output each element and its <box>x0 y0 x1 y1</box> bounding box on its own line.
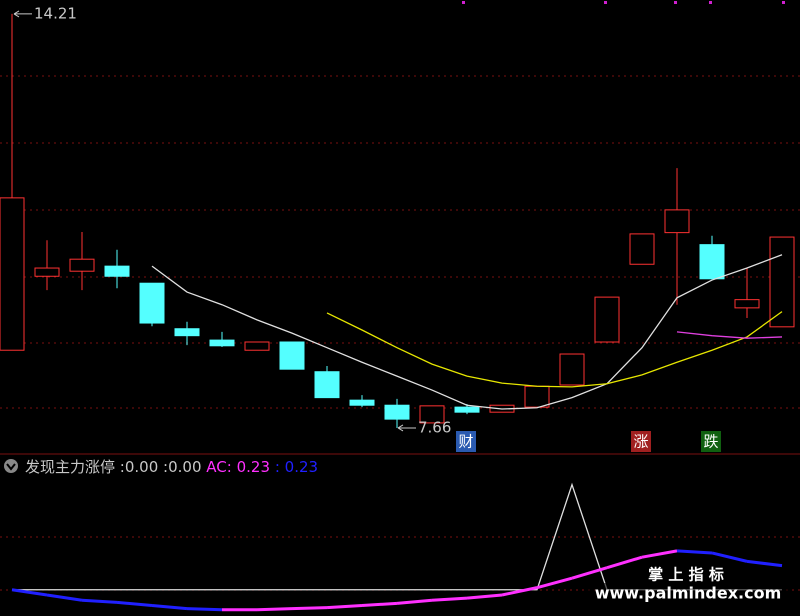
candle-body <box>594 296 620 343</box>
ac-segment <box>606 555 643 570</box>
candle-body <box>629 233 655 265</box>
ac-segment <box>361 601 398 607</box>
signal-text: 涨 <box>633 433 648 451</box>
moving-average <box>676 331 783 339</box>
moving-average <box>326 311 783 388</box>
ac-segment <box>396 598 433 605</box>
candle-body <box>699 244 725 280</box>
dot <box>782 1 785 4</box>
ac-segment <box>676 549 713 555</box>
ac-segment <box>536 576 573 590</box>
candle-body <box>349 399 375 406</box>
separator: : <box>227 458 232 476</box>
candle-body <box>209 339 235 347</box>
ac-segment <box>291 606 328 611</box>
readout: 0.23 <box>285 458 318 476</box>
ac-segment <box>466 593 503 600</box>
readout: 0.00 <box>125 458 158 476</box>
ac-segment <box>326 603 363 610</box>
candle-body <box>0 197 25 351</box>
candle-body <box>664 209 690 234</box>
candle-body <box>384 404 410 420</box>
candle-body <box>279 341 305 370</box>
ac-segment <box>571 566 608 580</box>
separator: : <box>275 458 280 476</box>
moving-average <box>151 254 783 410</box>
separator: : <box>163 458 168 476</box>
candle-body <box>734 299 760 309</box>
series-name: AC <box>206 458 226 476</box>
collapse-icon-glyph <box>6 463 16 471</box>
separator: : <box>120 458 125 476</box>
ac-segment <box>746 559 783 568</box>
readout: 0.23 <box>237 458 270 476</box>
watermark-title: 掌 上 指 标 <box>648 566 724 584</box>
ac-segment <box>641 549 678 559</box>
ac-segment <box>431 596 468 602</box>
candle-body <box>454 406 480 413</box>
signal-tag <box>456 431 476 452</box>
signal-text: 跌 <box>703 433 718 451</box>
watermark: 掌 上 指 标 www.palmindex.com <box>588 566 788 603</box>
readout: 0.00 <box>168 458 201 476</box>
indicator-title: 发现主力涨停 <box>25 458 115 476</box>
max-label: 14.21 <box>34 4 77 22</box>
candle-body <box>419 405 445 424</box>
ac-segment <box>186 607 223 612</box>
marker-arrow <box>397 424 416 432</box>
candle-body <box>524 385 550 408</box>
ac-segment <box>81 598 118 604</box>
indicator-header: 发现主力涨停 :0.00 :0.00 AC: 0.23 : 0.23 <box>4 458 318 476</box>
marker-arrow <box>13 10 32 18</box>
signal-tag <box>631 431 651 452</box>
min-label: 7.66 <box>418 418 451 436</box>
collapse-icon[interactable] <box>4 459 18 473</box>
ac-segment <box>151 604 188 611</box>
candle-body <box>559 353 585 386</box>
watermark-bg <box>588 583 788 603</box>
dot <box>462 1 465 4</box>
candle-body <box>174 328 200 337</box>
ac-segment <box>256 607 293 612</box>
top-dots <box>462 1 785 4</box>
candle-body <box>104 265 130 277</box>
dot <box>709 1 712 4</box>
dot <box>604 1 607 4</box>
candle-body <box>34 267 60 277</box>
candle-body <box>769 236 795 328</box>
ac-segment <box>46 593 83 602</box>
indicator-header-text: 发现主力涨停 :0.00 :0.00 AC: 0.23 : 0.23 <box>25 458 318 476</box>
ac-segment <box>711 551 748 563</box>
watermark-url: www.palmindex.com <box>595 584 782 603</box>
signal-tag <box>701 431 721 452</box>
ac-segment <box>501 586 538 597</box>
candle-body <box>314 371 340 399</box>
signal-text: 财 <box>458 433 473 451</box>
plot: 14.21 7.66 财 涨 跌 <box>0 4 795 612</box>
candle-body <box>139 282 165 324</box>
ac-segment <box>11 588 48 597</box>
candle-body <box>244 341 270 351</box>
ac-segment <box>116 600 153 607</box>
dot <box>674 1 677 4</box>
candle-body <box>69 258 95 272</box>
